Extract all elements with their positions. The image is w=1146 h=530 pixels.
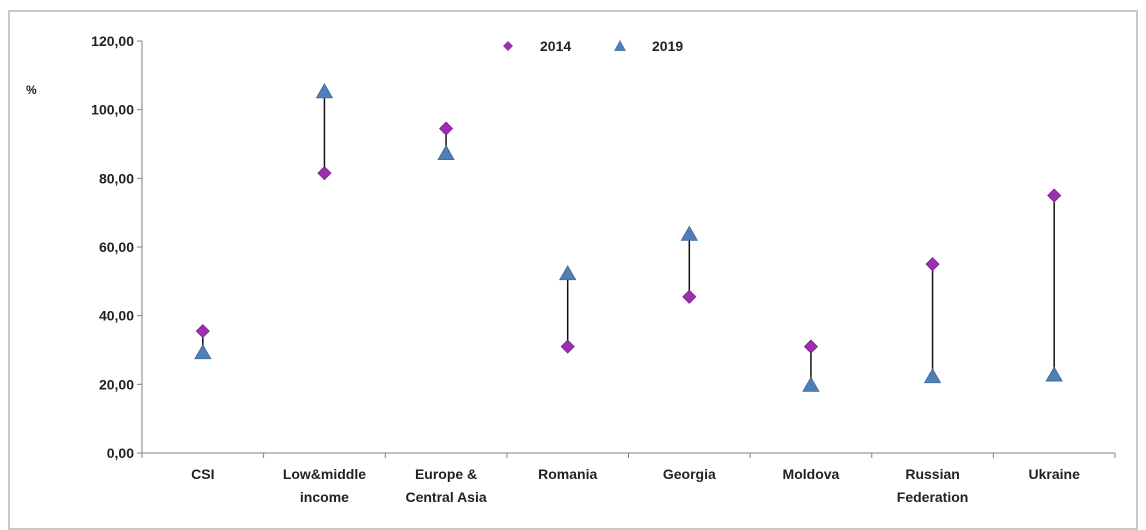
marker-2019-point — [680, 225, 699, 241]
category-label: Romania — [538, 466, 597, 482]
axes — [141, 41, 1115, 454]
legend: 2014 2019 — [503, 38, 683, 54]
marker-2019-point — [802, 376, 820, 392]
category-label-line: CSI — [191, 466, 214, 482]
y-tick-label: 100,00 — [91, 102, 134, 118]
category-label-line: Central Asia — [405, 489, 486, 505]
category-label-line: Romania — [538, 466, 597, 482]
marker-2014-point — [925, 257, 940, 272]
chart-frame: % 0,00 20,00 40,00 60,00 80,00 100,00 120,00 C… — [8, 10, 1138, 530]
category-label-line: Russian — [905, 466, 959, 482]
marker-2019-point — [1045, 366, 1063, 382]
range-connectors — [202, 92, 1055, 387]
category-label-line: Federation — [897, 489, 969, 505]
category-label-line: Ukraine — [1029, 466, 1081, 482]
marker-2019-point — [315, 83, 334, 99]
y-tick-label: 0,00 — [107, 445, 134, 461]
category-label: Low&middle income — [283, 466, 366, 505]
marker-2014-point — [803, 339, 819, 354]
y-tick-label: 60,00 — [99, 239, 134, 255]
category-label-line: Low&middle — [283, 466, 366, 482]
category-label-line: Europe & — [415, 466, 477, 482]
legend-marker-2019 — [614, 40, 626, 51]
marker-2019-point — [437, 144, 455, 161]
data-markers — [194, 83, 1063, 392]
marker-2014-point — [1047, 188, 1062, 203]
y-tick-label: 120,00 — [91, 33, 134, 49]
legend-marker-2014 — [503, 41, 513, 51]
y-axis-ticks: 0,00 20,00 40,00 60,00 80,00 100,00 120,00 — [91, 33, 142, 461]
category-label: CSI — [191, 466, 214, 482]
dot-range-chart: % 0,00 20,00 40,00 60,00 80,00 100,00 120,00 C… — [26, 33, 1116, 505]
marker-2019-point — [923, 367, 942, 384]
category-label: Ukraine — [1029, 466, 1081, 482]
marker-2014-point — [438, 121, 454, 136]
marker-2014-point — [195, 324, 210, 339]
marker-2019-point — [194, 343, 212, 360]
y-tick-label: 20,00 — [99, 376, 134, 392]
y-tick-label: 80,00 — [99, 170, 134, 186]
marker-2014-point — [682, 289, 697, 304]
category-label: Moldova — [783, 466, 840, 482]
legend-label-2014: 2014 — [540, 38, 571, 54]
category-label-line: Moldova — [783, 466, 840, 482]
category-label: Georgia — [663, 466, 716, 482]
y-tick-label: 40,00 — [99, 308, 134, 324]
category-label: Europe & Central Asia — [405, 466, 486, 505]
y-axis-unit: % — [26, 83, 37, 97]
marker-2019-point — [558, 264, 577, 281]
marker-2014-point — [317, 166, 332, 181]
x-axis-categories: CSI Low&middle income Europe & Central Asia R… — [141, 453, 1116, 505]
category-label: Russian Federation — [897, 466, 969, 505]
category-label-line: Georgia — [663, 466, 716, 482]
marker-2014-point — [560, 339, 575, 354]
legend-label-2019: 2019 — [652, 38, 683, 54]
category-label-line: income — [300, 489, 349, 505]
